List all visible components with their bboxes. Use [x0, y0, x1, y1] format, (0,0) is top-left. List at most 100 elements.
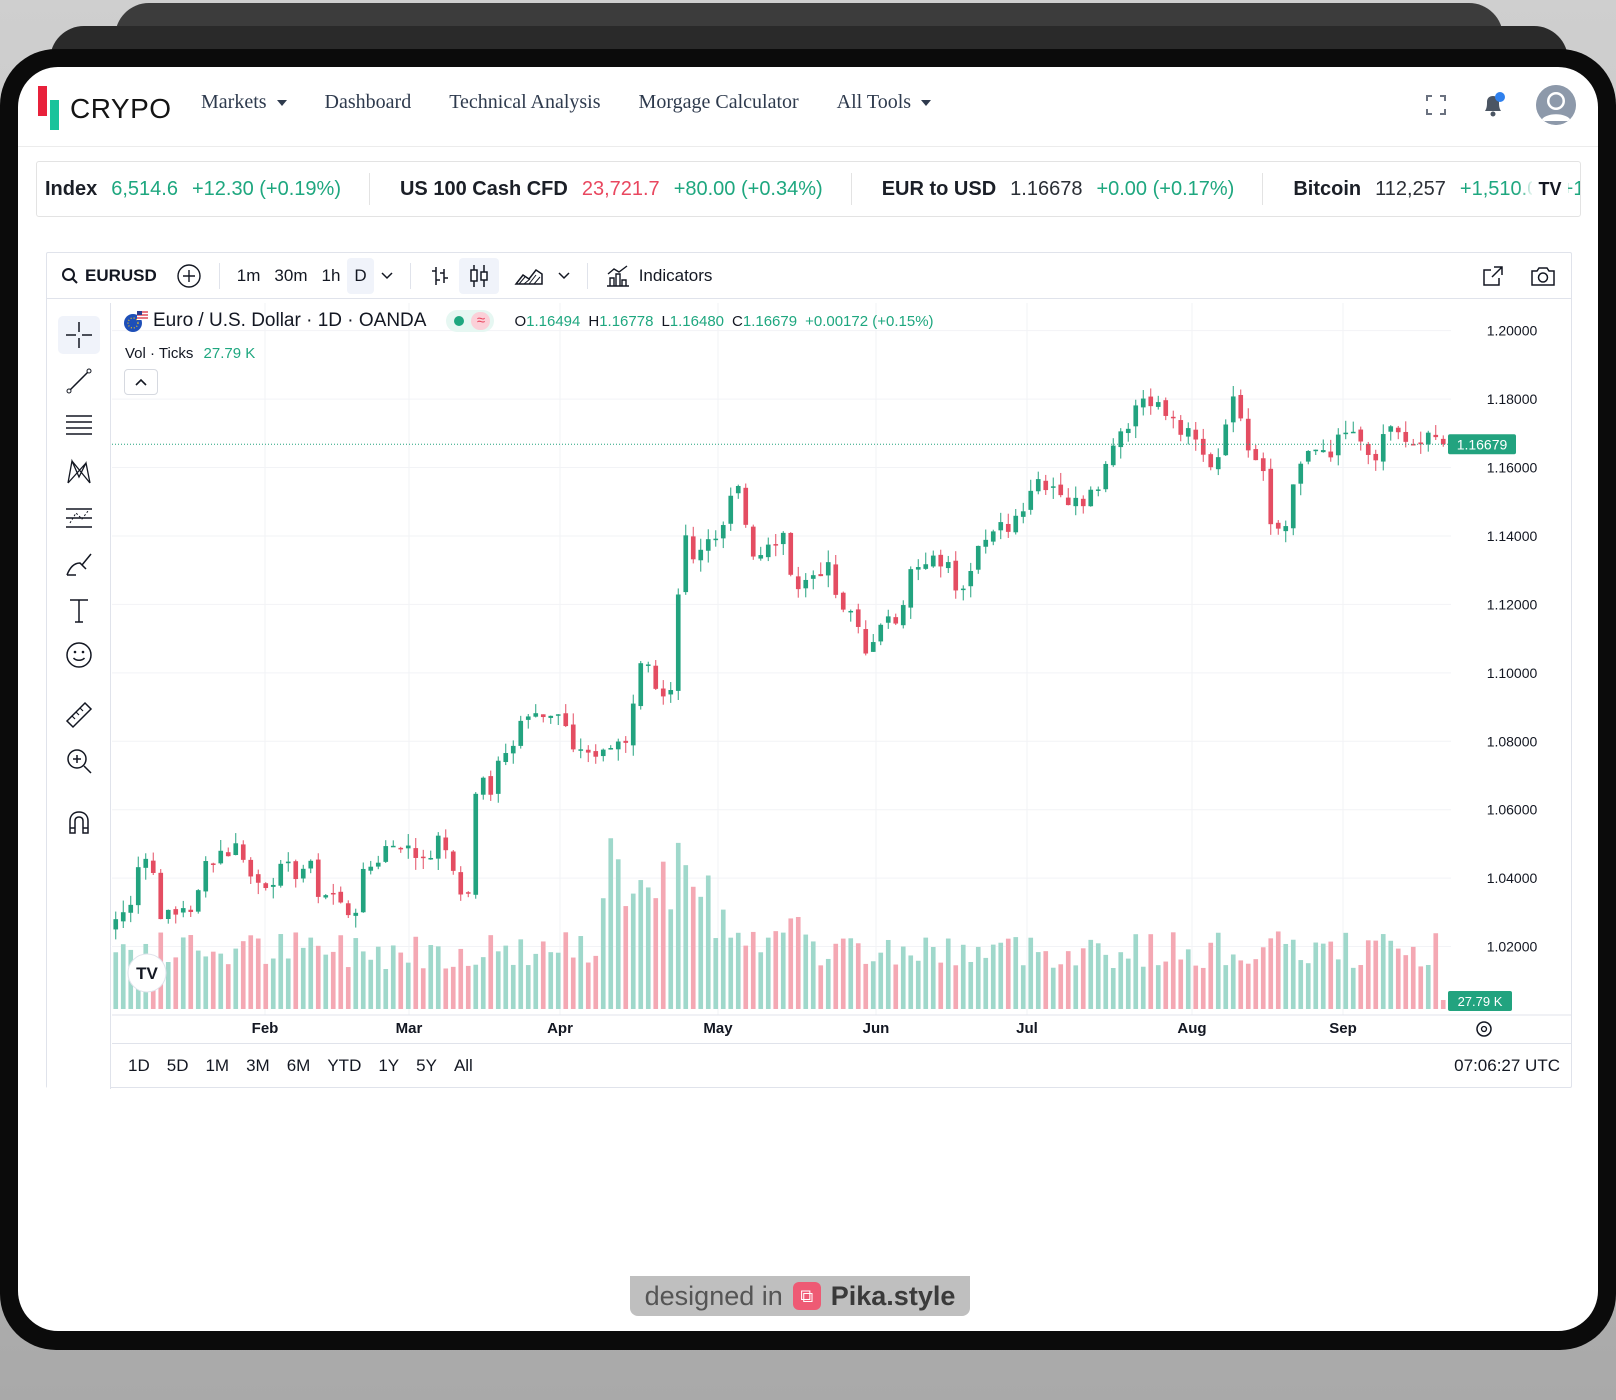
nav-item-morgage-calculator[interactable]: Morgage Calculator [639, 91, 799, 114]
volume-bar [645, 887, 651, 1009]
interval-D[interactable]: D [347, 257, 374, 294]
candle-body [585, 749, 591, 753]
candle-body [1425, 432, 1431, 445]
open-external-button[interactable] [1475, 258, 1511, 294]
trend-line-tool[interactable] [58, 362, 100, 400]
volume-bar [435, 946, 441, 1009]
drawing-toolbar [47, 303, 111, 1089]
volume-bar [405, 962, 411, 1009]
crosshair-tool[interactable] [58, 316, 100, 354]
logo[interactable]: CRYPO [38, 86, 172, 130]
range-6m[interactable]: 6M [286, 1056, 311, 1075]
magnet-tool[interactable] [58, 803, 100, 841]
range-ytd[interactable]: YTD [327, 1056, 362, 1075]
range-5d[interactable]: 5D [166, 1056, 189, 1075]
x-tick-label: Jul [1016, 1020, 1038, 1037]
nav-item-technical-analysis[interactable]: Technical Analysis [449, 91, 600, 114]
candle-body [450, 851, 456, 871]
zoom-tool[interactable] [58, 742, 100, 780]
range-3m[interactable]: 3M [246, 1056, 270, 1075]
interval-1h[interactable]: 1h [321, 265, 341, 285]
candle-body [765, 544, 771, 558]
collapse-legend-button[interactable] [124, 369, 158, 395]
nav-item-dashboard[interactable]: Dashboard [325, 91, 412, 114]
caret-down-icon [921, 99, 932, 106]
external-link-icon [1483, 266, 1503, 286]
range-1d[interactable]: 1D [128, 1056, 150, 1075]
toolbar-divider [409, 262, 411, 289]
ticker-item[interactable]: EUR to USD 1.16678 +0.00 (+0.17%) [882, 173, 1264, 205]
price-chart[interactable]: 1.20000 1.18000 1.16000 1.14000 1.12000 1.100… [112, 303, 1572, 1041]
candle-body [173, 909, 179, 915]
range-1m[interactable]: 1M [205, 1056, 230, 1075]
volume-bar [795, 916, 801, 1009]
prediction-tool[interactable] [58, 499, 100, 537]
candle-body [750, 526, 756, 557]
volume-bar [945, 938, 951, 1009]
candle-body [1403, 431, 1409, 442]
volume-bar [210, 951, 216, 1009]
pattern-tool[interactable] [58, 453, 100, 491]
expand-icon[interactable] [1425, 94, 1447, 116]
volume-bar [390, 945, 396, 1009]
volume-bar [1395, 948, 1401, 1009]
snapshot-button[interactable] [1525, 258, 1561, 294]
volume-bar [1005, 938, 1011, 1009]
y-tick-label: 1.04000 [1487, 870, 1538, 886]
symbol-search[interactable]: EURUSD [61, 266, 157, 286]
candle-body [1223, 424, 1229, 456]
fib-retracement-tool[interactable] [58, 407, 100, 445]
nav-item-markets[interactable]: Markets [201, 91, 287, 114]
candle-body [375, 862, 381, 867]
range-1y[interactable]: 1Y [378, 1056, 400, 1075]
candle-body [203, 861, 209, 892]
watermark-brand: Pika.style [830, 1280, 956, 1311]
volume-bar [1170, 932, 1176, 1009]
tradingview-logo-text: TV [136, 964, 158, 983]
area-chart-type-button[interactable] [507, 258, 551, 294]
interval-30m[interactable]: 30m [274, 265, 308, 285]
volume-bar [683, 865, 689, 1009]
interval-dropdown-button[interactable] [374, 258, 400, 294]
avatar[interactable] [1536, 85, 1576, 125]
candle-body [848, 610, 854, 613]
volume-bar [975, 946, 981, 1009]
indicators-icon [606, 264, 629, 287]
bar-chart-type-button[interactable] [421, 258, 459, 294]
utc-clock[interactable]: 07:06:27 UTC [1454, 1056, 1560, 1075]
brush-tool[interactable] [58, 545, 100, 583]
range-5y[interactable]: 5Y [416, 1056, 437, 1075]
nav-item-all-tools[interactable]: All Tools [837, 91, 932, 114]
emoji-tool[interactable] [58, 636, 100, 674]
ticker-item[interactable]: Index 6,514.6 +12.30 (+0.19%) [45, 173, 370, 205]
magnet-icon [69, 811, 89, 834]
candle-body [998, 522, 1004, 531]
candle-body [345, 903, 351, 916]
candle-body [420, 856, 426, 859]
horizontal-lines-icon [66, 415, 92, 435]
candle-body [120, 912, 126, 922]
chart-type-dropdown-button[interactable] [551, 258, 577, 294]
bell-icon[interactable] [1480, 91, 1506, 119]
text-tool[interactable] [58, 591, 100, 629]
measure-tool[interactable] [58, 696, 100, 734]
volume-bar [1230, 954, 1236, 1009]
tradingview-logo-icon[interactable]: TV [1532, 172, 1568, 206]
candle-body [743, 487, 749, 525]
market-status-pill[interactable]: ≈ [446, 310, 495, 332]
volume-bar [1403, 955, 1409, 1009]
volume-bar [548, 952, 554, 1009]
range-all[interactable]: All [453, 1056, 473, 1075]
interval-1m[interactable]: 1m [236, 265, 261, 285]
candle-body [900, 605, 906, 626]
candle-body [915, 567, 921, 570]
indicators-button[interactable]: Indicators [598, 258, 720, 294]
candle-body [1365, 443, 1371, 455]
axis-settings-icon[interactable] [1476, 1021, 1492, 1037]
volume-bar [1080, 948, 1086, 1009]
candles-chart-type-button[interactable] [458, 257, 499, 294]
ticker-item[interactable]: US 100 Cash CFD 23,721.7 +80.00 (+0.34%) [400, 173, 852, 205]
crosshair-icon [66, 322, 92, 348]
compare-symbol-button[interactable] [169, 258, 209, 294]
volume-bar [1275, 931, 1281, 1009]
